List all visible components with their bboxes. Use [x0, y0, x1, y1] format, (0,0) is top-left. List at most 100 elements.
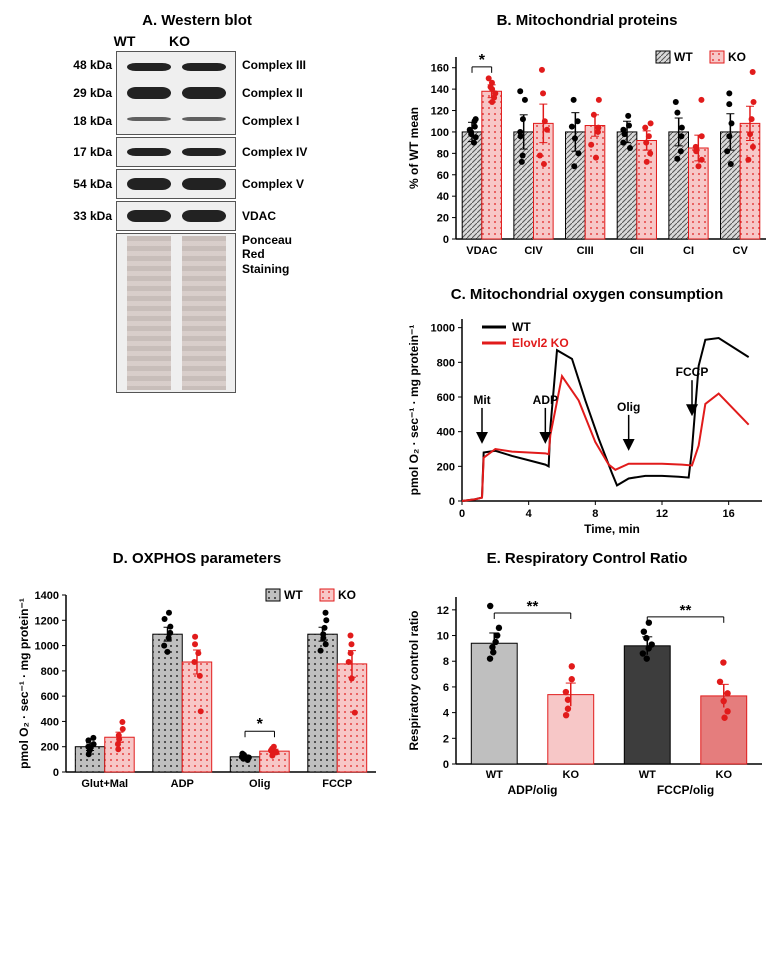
svg-text:100: 100 — [431, 127, 449, 139]
svg-text:600: 600 — [437, 392, 455, 404]
panel-b-title: B. Mitochondrial proteins — [402, 12, 772, 29]
svg-text:16: 16 — [723, 508, 735, 520]
svg-text:KO: KO — [563, 769, 580, 781]
svg-text:WT: WT — [674, 50, 693, 64]
svg-text:ADP: ADP — [171, 778, 194, 790]
label-c1: Complex I — [236, 114, 338, 128]
svg-text:8: 8 — [443, 656, 449, 668]
panel-a-title: A. Western blot — [12, 12, 382, 29]
panel-c-title: C. Mitochondrial oxygen consumption — [402, 286, 772, 303]
svg-text:*: * — [257, 716, 264, 733]
svg-text:ADP: ADP — [533, 393, 558, 407]
svg-text:Respiratory control ratio: Respiratory control ratio — [407, 610, 421, 750]
svg-text:WT: WT — [486, 769, 503, 781]
label-vdac: VDAC — [236, 209, 338, 223]
svg-text:KO: KO — [728, 50, 746, 64]
label-c5: Complex V — [236, 177, 338, 191]
svg-text:200: 200 — [437, 461, 455, 473]
svg-text:% of WT mean: % of WT mean — [407, 107, 421, 189]
kda-48: 48 kDa — [56, 58, 116, 72]
svg-text:**: ** — [527, 598, 539, 615]
svg-text:1000: 1000 — [431, 323, 455, 335]
svg-text:CII: CII — [630, 245, 644, 257]
svg-text:KO: KO — [338, 588, 356, 602]
svg-text:1000: 1000 — [35, 641, 59, 653]
kda-18: 18 kDa — [56, 114, 116, 128]
svg-text:10: 10 — [437, 631, 449, 643]
svg-text:12: 12 — [656, 508, 668, 520]
svg-text:800: 800 — [437, 357, 455, 369]
panel-c-chart: 020040060080010000481216Time, minpmol O₂… — [402, 307, 772, 537]
svg-text:FCCP/olig: FCCP/olig — [657, 783, 714, 797]
svg-text:400: 400 — [437, 427, 455, 439]
svg-text:0: 0 — [449, 496, 455, 508]
svg-text:1200: 1200 — [35, 615, 59, 627]
svg-text:0: 0 — [459, 508, 465, 520]
svg-text:120: 120 — [431, 106, 449, 118]
svg-text:Glut+Mal: Glut+Mal — [81, 778, 128, 790]
svg-text:0: 0 — [53, 767, 59, 779]
wb-lane-header: WT KO — [37, 33, 357, 49]
svg-text:800: 800 — [41, 666, 59, 678]
svg-text:CIV: CIV — [524, 245, 543, 257]
svg-text:*: * — [479, 52, 486, 69]
svg-text:80: 80 — [437, 148, 449, 160]
svg-text:Olig: Olig — [249, 778, 270, 790]
svg-text:160: 160 — [431, 63, 449, 75]
label-c3: Complex III — [236, 58, 338, 72]
wb-box-triple — [116, 51, 236, 135]
svg-text:WT: WT — [284, 588, 303, 602]
svg-text:CIII: CIII — [577, 245, 594, 257]
svg-text:0: 0 — [443, 759, 449, 771]
svg-text:200: 200 — [41, 742, 59, 754]
svg-text:20: 20 — [437, 213, 449, 225]
panel-c-oxygen: C. Mitochondrial oxygen consumption 0 200… — [402, 286, 772, 542]
svg-text:FCCP: FCCP — [322, 778, 352, 790]
label-c2: Complex II — [236, 86, 338, 100]
panel-e-title: E. Respiratory Control Ratio — [402, 550, 772, 567]
svg-text:6: 6 — [443, 682, 449, 694]
svg-text:4: 4 — [526, 508, 533, 520]
wb-box-c4 — [116, 137, 236, 167]
svg-text:WT: WT — [512, 320, 531, 334]
panel-b-mito-proteins: B. Mitochondrial proteins 0 20 40 60 80 100 12… — [402, 12, 772, 278]
panel-d-chart: 0200400600800100012001400pmol O₂ · sec⁻¹… — [12, 571, 382, 806]
lane-ko: KO — [152, 33, 207, 49]
svg-text:140: 140 — [431, 84, 449, 96]
panel-d-title: D. OXPHOS parameters — [12, 550, 382, 567]
svg-text:CI: CI — [683, 245, 694, 257]
label-ponceau: Ponceau Red Staining — [236, 233, 338, 276]
svg-text:600: 600 — [41, 691, 59, 703]
wb-box-ponceau — [116, 233, 236, 393]
wb-box-c5 — [116, 169, 236, 199]
svg-text:pmol O₂ · sec⁻¹ · mg protein⁻¹: pmol O₂ · sec⁻¹ · mg protein⁻¹ — [17, 598, 31, 769]
svg-text:Olig: Olig — [617, 400, 640, 414]
panel-b-chart: 0 20 40 60 80 100 120 140 160 % of WT mean VDAC CIV… — [402, 33, 772, 273]
svg-text:Mit: Mit — [473, 393, 490, 407]
kda-54: 54 kDa — [56, 177, 116, 191]
kda-33: 33 kDa — [56, 209, 116, 223]
svg-text:KO: KO — [716, 769, 733, 781]
svg-text:WT: WT — [639, 769, 656, 781]
svg-text:8: 8 — [592, 508, 598, 520]
svg-text:FCCP: FCCP — [676, 365, 709, 379]
label-c4: Complex IV — [236, 145, 338, 159]
svg-text:CV: CV — [733, 245, 749, 257]
svg-text:**: ** — [680, 602, 692, 619]
lane-wt: WT — [97, 33, 152, 49]
wb-box-vdac — [116, 201, 236, 231]
svg-text:60: 60 — [437, 170, 449, 182]
svg-text:2: 2 — [443, 733, 449, 745]
svg-text:400: 400 — [41, 716, 59, 728]
svg-text:Elovl2 KO: Elovl2 KO — [512, 336, 569, 350]
svg-text:pmol O₂ · sec⁻¹ · mg protein⁻¹: pmol O₂ · sec⁻¹ · mg protein⁻¹ — [407, 325, 421, 496]
kda-29: 29 kDa — [56, 86, 116, 100]
svg-text:12: 12 — [437, 605, 449, 617]
svg-text:VDAC: VDAC — [466, 245, 497, 257]
svg-text:40: 40 — [437, 191, 449, 203]
panel-a-western-blot: A. Western blot WT KO 48 kDa 29 kDa 18 k… — [12, 12, 382, 542]
panel-d-oxphos: D. OXPHOS parameters 0 200 400 600 800 1000 12… — [12, 550, 382, 811]
svg-text:ADP/olig: ADP/olig — [508, 783, 558, 797]
panel-e-rcr: E. Respiratory Control Ratio 024681012Re… — [402, 550, 772, 811]
svg-text:0: 0 — [443, 234, 449, 246]
